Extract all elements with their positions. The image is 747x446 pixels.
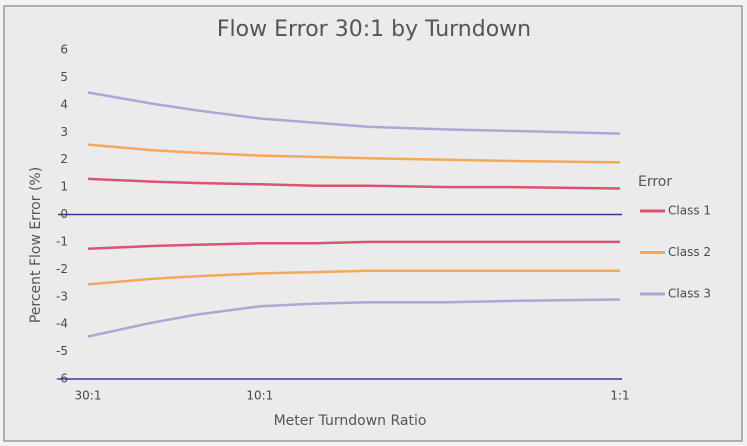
legend-label: Class 2: [668, 245, 711, 259]
legend-label: Class 1: [668, 204, 711, 218]
x-tick-label: 1:1: [610, 389, 629, 403]
x-tick-label: 10:1: [246, 389, 273, 403]
y-tick-label: -1: [56, 234, 68, 248]
line-series: [87, 177, 621, 190]
y-tick-label: 2: [60, 152, 68, 166]
line-series: [87, 91, 621, 135]
y-tick-label: 1: [60, 180, 68, 194]
y-tick-label: -3: [56, 289, 68, 303]
line-series: [87, 143, 621, 164]
y-axis-title: Percent Flow Error (%): [28, 167, 44, 323]
y-tick-label: -4: [56, 317, 68, 331]
y-tick-label: 3: [60, 125, 68, 139]
chart-frame: [3, 5, 743, 442]
legend-title: Error: [638, 174, 672, 190]
y-tick-label: -5: [56, 344, 68, 358]
chart-title: Flow Error 30:1 by Turndown: [217, 17, 531, 42]
x-tick-label: 30:1: [75, 389, 102, 403]
line-series: [87, 298, 621, 338]
x-axis-title: Meter Turndown Ratio: [274, 413, 427, 429]
y-tick-label: 6: [60, 43, 68, 57]
line-series: [87, 240, 620, 251]
legend-label: Class 3: [668, 287, 711, 301]
y-tick-label: 5: [60, 70, 68, 84]
y-tick-label: -2: [56, 262, 68, 276]
y-tick-label: 4: [60, 97, 68, 111]
line-series: [87, 269, 620, 286]
